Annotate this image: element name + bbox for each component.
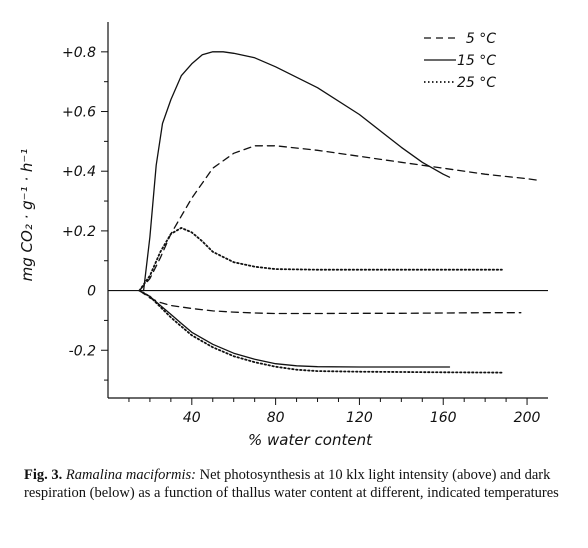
y-axis-label: mg CO₂ · g⁻¹ · h⁻¹ xyxy=(18,149,36,282)
x-tick-label: 120 xyxy=(346,410,373,426)
y-tick-label: +0.2 xyxy=(62,224,96,240)
series-line-photosynthesis-dashed xyxy=(138,145,539,292)
y-tick-label: -0.2 xyxy=(69,343,96,359)
figure-number: Fig. 3. xyxy=(24,467,63,483)
y-tick-label: +0.6 xyxy=(62,105,96,121)
series-line-respiration-solid xyxy=(138,289,451,368)
x-tick-label: 80 xyxy=(267,410,285,426)
x-tick-label: 40 xyxy=(183,410,201,426)
legend-label: 25 °C xyxy=(457,75,496,91)
y-tick-label: +0.4 xyxy=(62,164,96,180)
species-name: Ramalina maciformis: xyxy=(65,467,196,483)
y-tick-label: +0.8 xyxy=(62,45,96,61)
series-line-photosynthesis-solid xyxy=(142,51,451,292)
series-line-respiration-dotted xyxy=(138,289,503,374)
caption-text: Net photosynthesis at 10 klx light inten… xyxy=(24,467,559,501)
chart: 40 80 120 160 200 +0.8 +0.6 +0.4 +0.2 0 -0.2 5 °C 1… xyxy=(18,22,548,449)
legend-label: 15 °C xyxy=(457,53,496,69)
x-tick-label: 200 xyxy=(514,410,541,426)
series-line-respiration-dashed xyxy=(138,289,522,315)
ticks: 40 80 120 160 200 +0.8 +0.6 +0.4 +0.2 0 -0.2 xyxy=(62,45,540,426)
axes xyxy=(107,22,548,399)
series-line-photosynthesis-dotted xyxy=(138,227,503,292)
legend-label: 5 °C xyxy=(466,31,496,47)
legend: 5 °C 15 °C 25 °C xyxy=(424,31,496,91)
x-axis-label: % water content xyxy=(248,431,373,449)
x-tick-label: 160 xyxy=(430,410,457,426)
figure-caption: Fig. 3. Ramalina maciformis: Net photosy… xyxy=(24,466,569,502)
y-tick-label: 0 xyxy=(87,284,96,300)
series-layer xyxy=(138,51,539,374)
